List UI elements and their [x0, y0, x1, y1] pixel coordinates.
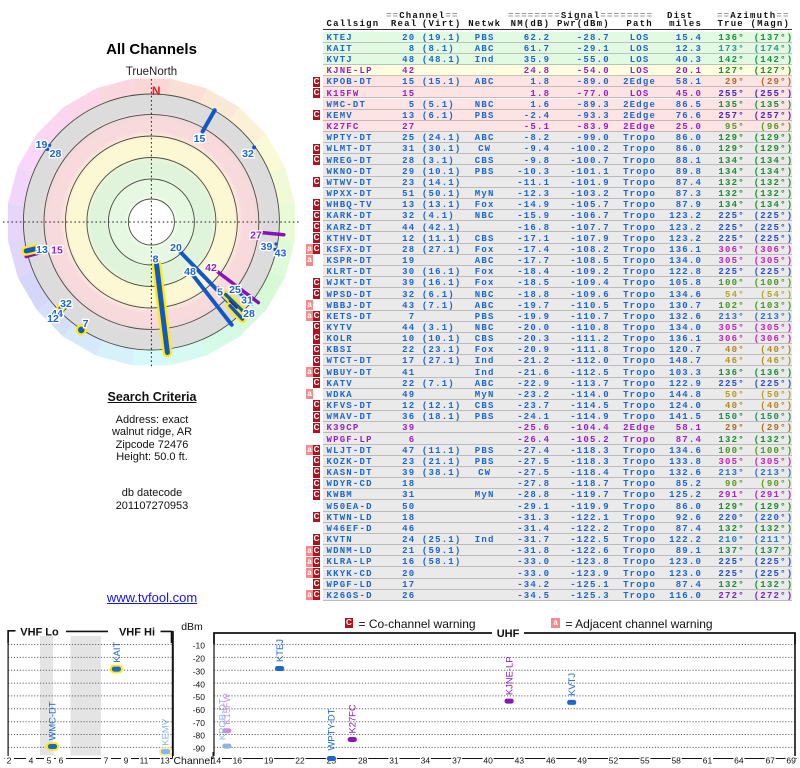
svg-text:-80: -80 [193, 731, 206, 741]
svg-text:48: 48 [184, 266, 196, 278]
svg-text:2: 2 [7, 756, 12, 766]
svg-text:43: 43 [515, 756, 525, 766]
svg-text:VHF Lo: VHF Lo [20, 627, 59, 639]
svg-text:27: 27 [250, 230, 262, 242]
svg-text:-50: -50 [193, 692, 206, 702]
svg-text:46: 46 [546, 756, 556, 766]
svg-text:44: 44 [51, 308, 63, 320]
svg-text:KAIT: KAIT [111, 641, 122, 662]
svg-text:7: 7 [104, 756, 109, 766]
svg-text:-40: -40 [193, 679, 206, 689]
svg-text:43: 43 [275, 247, 287, 259]
svg-text:VHF Hi: VHF Hi [119, 627, 155, 639]
svg-text:19: 19 [264, 756, 274, 766]
svg-text:32: 32 [242, 148, 254, 160]
svg-text:8: 8 [153, 254, 159, 266]
svg-text:5: 5 [47, 756, 52, 766]
svg-text:KVTJ: KVTJ [566, 673, 577, 696]
svg-text:58: 58 [671, 756, 681, 766]
svg-text:25: 25 [229, 284, 241, 296]
svg-text:28: 28 [358, 756, 368, 766]
svg-text:40: 40 [483, 756, 493, 766]
svg-text:22: 22 [295, 756, 305, 766]
svg-text:64: 64 [734, 756, 744, 766]
svg-text:13: 13 [36, 244, 48, 256]
svg-text:15: 15 [51, 245, 63, 257]
svg-text:KTEJ: KTEJ [274, 639, 285, 662]
svg-text:K15FW: K15FW [221, 693, 232, 724]
svg-text:16: 16 [233, 756, 243, 766]
svg-text:7: 7 [83, 318, 89, 330]
svg-text:34: 34 [421, 756, 431, 766]
svg-text:15: 15 [194, 133, 206, 145]
svg-text:61: 61 [703, 756, 713, 766]
svg-text:55: 55 [640, 756, 650, 766]
svg-text:52: 52 [609, 756, 619, 766]
svg-text:N: N [152, 84, 161, 98]
svg-text:11: 11 [140, 756, 149, 766]
svg-text:KEMV: KEMV [160, 718, 171, 745]
svg-text:12: 12 [47, 313, 59, 325]
svg-text:-30: -30 [193, 666, 206, 676]
svg-text:-70: -70 [193, 718, 206, 728]
svg-text:32: 32 [60, 298, 72, 310]
svg-text:KJNE-LP: KJNE-LP [503, 657, 514, 696]
svg-text:14: 14 [212, 756, 222, 766]
svg-text:20: 20 [170, 242, 182, 254]
svg-text:dBm: dBm [181, 621, 203, 633]
svg-text:-60: -60 [193, 705, 206, 715]
svg-text:37: 37 [452, 756, 462, 766]
svg-text:67: 67 [765, 756, 775, 766]
svg-text:WMC-DT: WMC-DT [47, 701, 58, 740]
svg-text:5: 5 [217, 287, 223, 299]
svg-text:49: 49 [577, 756, 587, 766]
svg-text:42: 42 [205, 262, 217, 274]
svg-text:13: 13 [160, 756, 170, 766]
svg-text:K27FC: K27FC [347, 704, 358, 733]
svg-text:28: 28 [50, 148, 62, 160]
svg-text:69: 69 [786, 756, 796, 766]
svg-text:4: 4 [29, 756, 34, 766]
svg-text:-10: -10 [193, 641, 206, 651]
svg-text:KPOB-DT: KPOB-DT [217, 698, 228, 740]
svg-text:UHF: UHF [497, 628, 520, 640]
svg-text:-20: -20 [193, 654, 206, 664]
svg-text:19: 19 [36, 139, 48, 151]
svg-text:Channel: Channel [173, 755, 212, 767]
svg-text:WPTY-DT: WPTY-DT [326, 708, 337, 750]
svg-text:31: 31 [389, 756, 399, 766]
svg-text:28: 28 [243, 308, 255, 320]
svg-text:-90: -90 [193, 744, 206, 754]
svg-text:39: 39 [261, 241, 273, 253]
svg-text:6: 6 [59, 756, 64, 766]
svg-text:31: 31 [241, 295, 253, 307]
svg-text:9: 9 [124, 756, 129, 766]
